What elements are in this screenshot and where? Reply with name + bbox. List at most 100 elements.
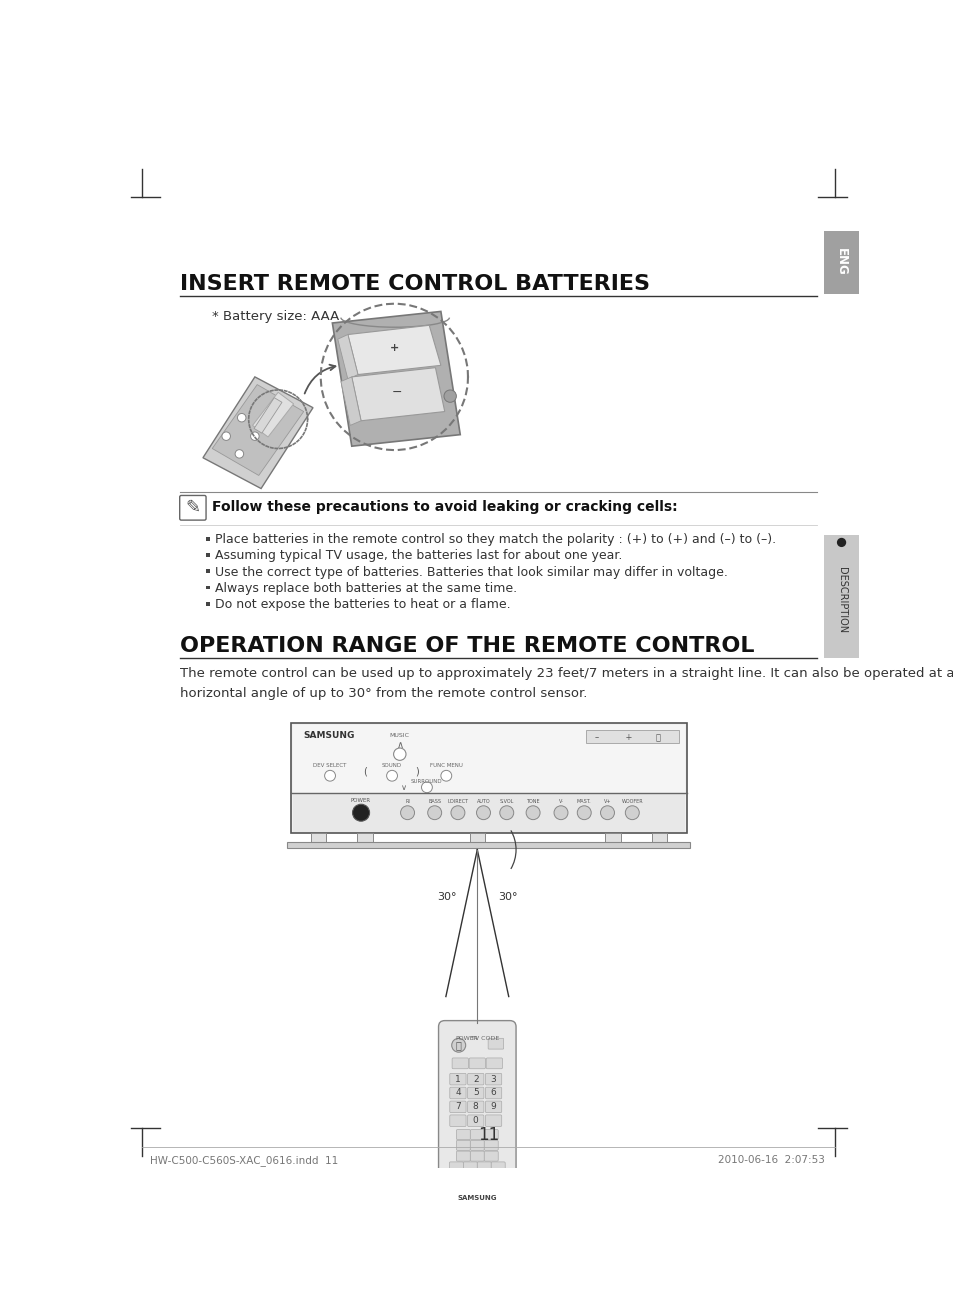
Circle shape: [443, 390, 456, 403]
Circle shape: [353, 804, 369, 821]
Text: HW-C500-C560S-XAC_0616.indd  11: HW-C500-C560S-XAC_0616.indd 11: [150, 1156, 338, 1166]
FancyBboxPatch shape: [463, 1194, 476, 1204]
FancyBboxPatch shape: [463, 1162, 476, 1172]
Bar: [585, 729, 679, 744]
FancyBboxPatch shape: [485, 1088, 501, 1098]
Bar: [291, 723, 686, 833]
Text: 2: 2: [473, 1075, 478, 1084]
Text: TONE: TONE: [526, 799, 539, 804]
Text: (: (: [362, 766, 367, 777]
Circle shape: [394, 748, 406, 761]
FancyBboxPatch shape: [484, 1140, 497, 1151]
Text: BASS: BASS: [428, 799, 440, 804]
Circle shape: [386, 770, 397, 781]
FancyBboxPatch shape: [438, 1021, 516, 1218]
Circle shape: [525, 806, 539, 820]
FancyBboxPatch shape: [476, 1183, 491, 1194]
Circle shape: [421, 782, 432, 792]
Text: * Battery size: AAA: * Battery size: AAA: [212, 310, 339, 323]
Text: RI: RI: [405, 799, 410, 804]
Text: OPERATION RANGE OF THE REMOTE CONTROL: OPERATION RANGE OF THE REMOTE CONTROL: [179, 636, 754, 656]
Circle shape: [234, 450, 243, 458]
Text: +: +: [390, 344, 398, 353]
Text: AUTO: AUTO: [476, 799, 490, 804]
FancyBboxPatch shape: [456, 1130, 470, 1140]
Text: V-: V-: [558, 799, 563, 804]
Bar: [206, 569, 210, 573]
Text: 6: 6: [490, 1089, 496, 1098]
Polygon shape: [253, 398, 282, 433]
Circle shape: [451, 806, 464, 820]
Text: Place batteries in the remote control so they match the polarity : (+) to (+) an: Place batteries in the remote control so…: [215, 533, 776, 546]
Text: 11: 11: [477, 1126, 499, 1144]
Text: POWER: POWER: [456, 1036, 478, 1040]
Text: ⏻: ⏻: [456, 1040, 461, 1050]
Text: SAMSUNG: SAMSUNG: [457, 1195, 497, 1200]
FancyBboxPatch shape: [463, 1204, 476, 1215]
Circle shape: [324, 770, 335, 781]
Circle shape: [427, 806, 441, 820]
Text: MUSIC: MUSIC: [390, 732, 410, 737]
Text: 30°: 30°: [436, 892, 456, 903]
FancyBboxPatch shape: [470, 1140, 484, 1151]
Text: Always replace both batteries at the same time.: Always replace both batteries at the sam…: [215, 581, 517, 594]
FancyBboxPatch shape: [449, 1115, 466, 1127]
Polygon shape: [332, 311, 459, 446]
Text: –          +         ⏻: – + ⏻: [595, 732, 660, 741]
Text: 9: 9: [490, 1102, 496, 1111]
FancyBboxPatch shape: [449, 1194, 463, 1204]
Bar: [823, 231, 858, 294]
Text: The remote control can be used up to approximately 23 feet/7 meters in a straigh: The remote control can be used up to app…: [179, 668, 953, 701]
Text: 2010-06-16  2:07:53: 2010-06-16 2:07:53: [717, 1156, 823, 1165]
FancyBboxPatch shape: [476, 1204, 491, 1215]
Circle shape: [624, 806, 639, 820]
FancyBboxPatch shape: [463, 1183, 476, 1194]
Bar: [604, 833, 620, 842]
Text: DESCRIPTION: DESCRIPTION: [836, 567, 845, 634]
Text: −: −: [391, 386, 401, 399]
FancyBboxPatch shape: [488, 1038, 503, 1050]
Bar: [356, 833, 373, 842]
Text: SOUND: SOUND: [381, 764, 402, 769]
Circle shape: [577, 806, 591, 820]
Bar: [293, 794, 684, 832]
Text: SURROUND: SURROUND: [411, 779, 442, 783]
Bar: [206, 602, 210, 606]
Text: ∧: ∧: [395, 740, 403, 750]
FancyBboxPatch shape: [491, 1204, 505, 1215]
FancyBboxPatch shape: [456, 1151, 470, 1161]
FancyBboxPatch shape: [476, 1162, 491, 1172]
Bar: [651, 833, 666, 842]
FancyBboxPatch shape: [491, 1194, 505, 1204]
Bar: [206, 554, 210, 558]
FancyBboxPatch shape: [467, 1088, 483, 1098]
Text: Follow these precautions to avoid leaking or cracking cells:: Follow these precautions to avoid leakin…: [212, 500, 678, 514]
Circle shape: [251, 432, 259, 441]
Circle shape: [440, 770, 452, 781]
Polygon shape: [253, 392, 294, 437]
Text: 30°: 30°: [497, 892, 517, 903]
Bar: [287, 842, 690, 848]
Text: 1: 1: [455, 1075, 460, 1084]
Text: SAMSUNG: SAMSUNG: [303, 731, 354, 740]
FancyBboxPatch shape: [470, 1130, 484, 1140]
FancyBboxPatch shape: [476, 1194, 491, 1204]
Text: ENG: ENG: [834, 248, 847, 276]
Bar: [823, 535, 858, 657]
Circle shape: [237, 413, 246, 422]
FancyBboxPatch shape: [449, 1088, 466, 1098]
Text: MAST.: MAST.: [577, 799, 591, 804]
Text: 5: 5: [473, 1089, 478, 1098]
FancyBboxPatch shape: [491, 1183, 505, 1194]
Circle shape: [222, 432, 231, 441]
Polygon shape: [348, 325, 440, 375]
Circle shape: [599, 806, 614, 820]
Text: TV CODE: TV CODE: [470, 1036, 498, 1040]
Text: V+: V+: [603, 799, 611, 804]
FancyBboxPatch shape: [467, 1073, 483, 1085]
Polygon shape: [352, 367, 444, 421]
FancyBboxPatch shape: [469, 1057, 485, 1069]
Text: S.VOL: S.VOL: [499, 799, 514, 804]
Text: 8: 8: [473, 1102, 478, 1111]
Text: ∨: ∨: [400, 783, 406, 792]
